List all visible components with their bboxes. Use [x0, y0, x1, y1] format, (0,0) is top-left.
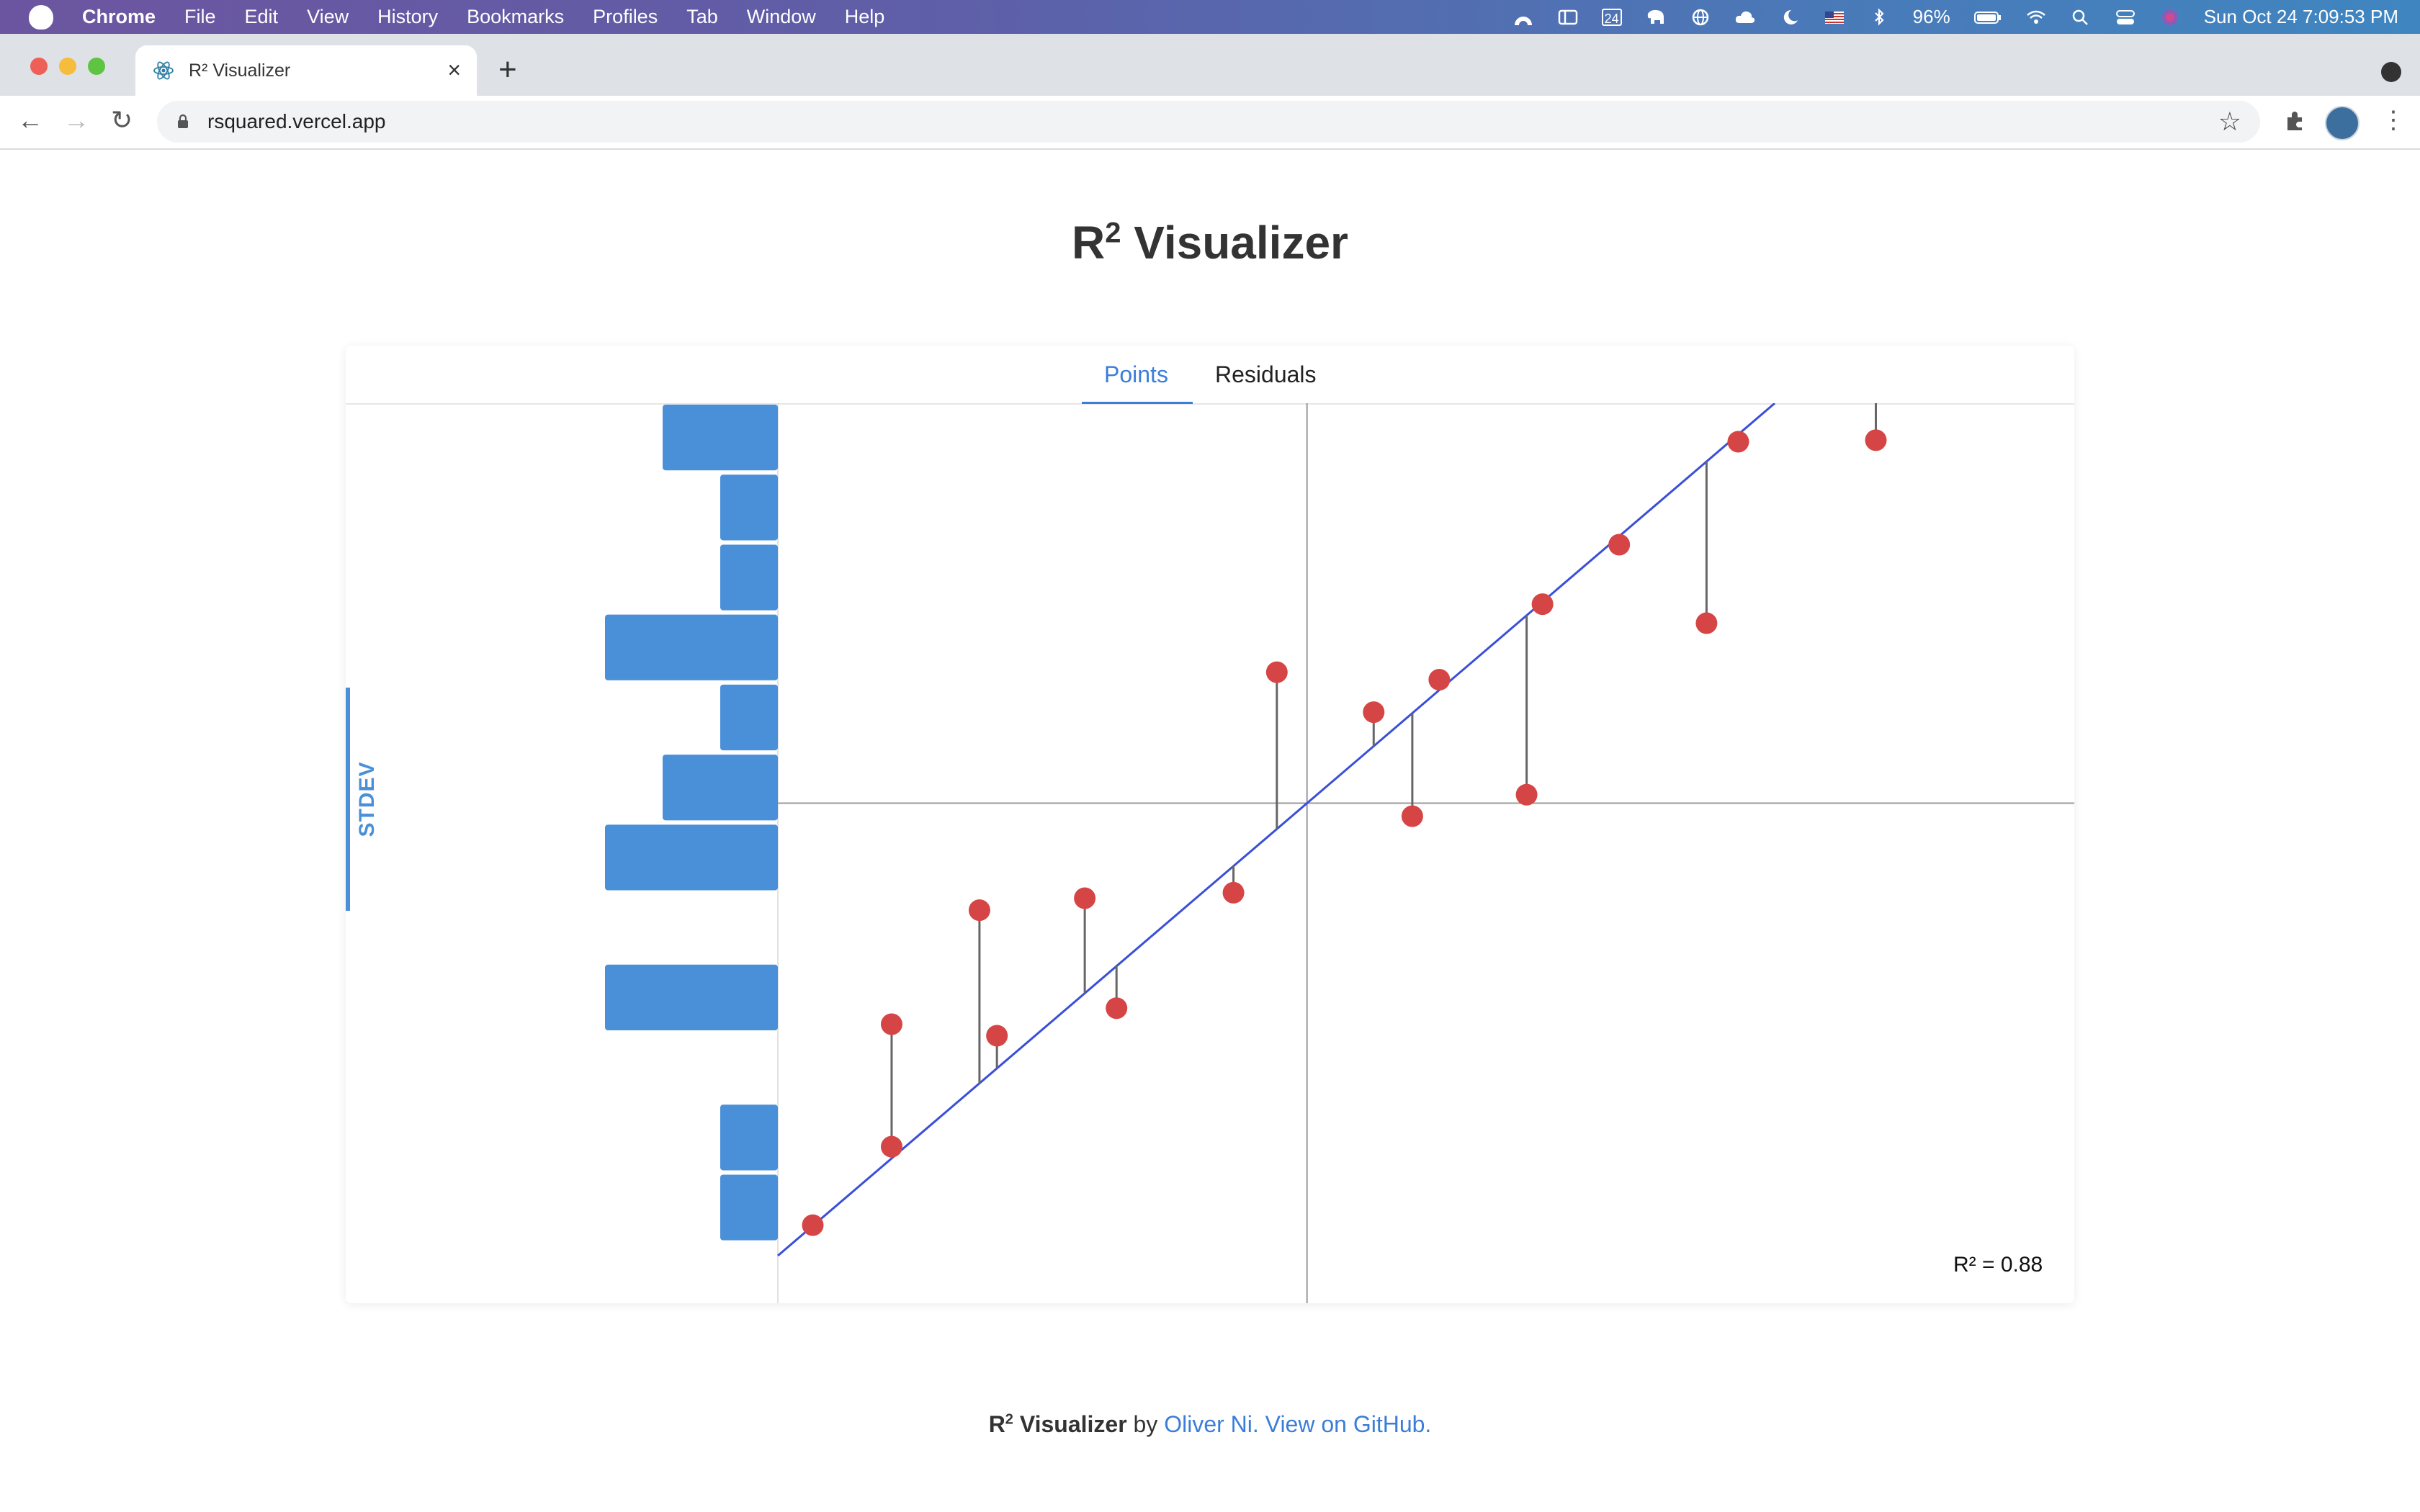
data-point[interactable]	[1363, 701, 1385, 724]
author-link[interactable]: Oliver Ni.	[1164, 1411, 1259, 1437]
visualizer-card: Points Residuals STDEV R² = 0.88	[346, 346, 2074, 1303]
stdev-histogram-bar	[720, 474, 778, 541]
data-point[interactable]	[1222, 881, 1245, 904]
data-point[interactable]	[1695, 612, 1718, 634]
battery-percent: 96%	[1912, 6, 1950, 27]
tab-search-icon[interactable]	[2381, 62, 2401, 82]
reload-icon[interactable]: ↻	[111, 105, 133, 135]
globe-status-icon[interactable]	[1690, 8, 1711, 27]
menu-app-name[interactable]: Chrome	[82, 6, 156, 27]
bluetooth-icon[interactable]	[1868, 7, 1890, 27]
menu-view[interactable]: View	[307, 6, 349, 27]
url-text: rsquared.vercel.app	[207, 110, 386, 132]
browser-toolbar: ← → ↻ rsquared.vercel.app ☆ ⋮	[0, 96, 2420, 150]
window-minimize-button[interactable]	[59, 58, 76, 75]
arc-status-icon[interactable]	[1512, 8, 1534, 27]
stdev-histogram-bar	[720, 684, 778, 751]
calendar-day: 24	[1604, 11, 1619, 26]
menu-edit[interactable]: Edit	[244, 6, 279, 27]
menu-help[interactable]: Help	[844, 6, 885, 27]
lock-icon	[177, 114, 189, 129]
regression-line	[777, 403, 1776, 1257]
chrome-menu-icon[interactable]: ⋮	[2381, 107, 2406, 134]
bookmark-star-icon[interactable]: ☆	[2218, 107, 2241, 136]
elephant-status-icon[interactable]	[1645, 8, 1667, 27]
data-point[interactable]	[880, 1135, 902, 1158]
data-point[interactable]	[1428, 669, 1451, 691]
stdev-histogram-bar	[720, 544, 778, 611]
macos-menu-bar: Chrome File Edit View History Bookmarks …	[0, 0, 2420, 34]
profile-avatar[interactable]	[2325, 106, 2360, 140]
data-point[interactable]	[1608, 534, 1631, 556]
menu-window[interactable]: Window	[746, 6, 816, 27]
data-point[interactable]	[968, 899, 990, 922]
data-point[interactable]	[1531, 593, 1554, 616]
title-r: R	[1072, 217, 1106, 269]
wifi-icon[interactable]	[2025, 8, 2047, 27]
siri-icon[interactable]	[2159, 8, 2181, 27]
menubar-clock[interactable]: Sun Oct 24 7:09:53 PM	[2203, 6, 2398, 27]
extensions-puzzle-icon[interactable]	[2283, 109, 2308, 133]
scatter-plot[interactable]	[346, 403, 2074, 1303]
stdev-histogram-bar	[720, 1104, 778, 1171]
stdev-histogram-bar	[663, 755, 778, 821]
title-sup: 2	[1105, 217, 1121, 249]
stdev-histogram-bar	[605, 614, 778, 680]
browser-tab-active[interactable]: R² Visualizer ×	[135, 45, 477, 96]
apple-menu-icon[interactable]	[29, 4, 53, 30]
control-center-icon[interactable]	[2115, 8, 2136, 27]
back-arrow-icon[interactable]: ←	[17, 105, 43, 135]
menu-bookmarks[interactable]: Bookmarks	[467, 6, 565, 27]
menu-profiles[interactable]: Profiles	[593, 6, 658, 27]
r-squared-value: R² = 0.88	[1953, 1253, 2043, 1277]
react-favicon-icon	[153, 61, 174, 80]
tab-points[interactable]: Points	[1104, 361, 1168, 387]
data-point[interactable]	[880, 1013, 902, 1035]
address-bar[interactable]: rsquared.vercel.app ☆	[157, 101, 2260, 143]
title-rest: Visualizer	[1121, 217, 1348, 269]
battery-icon[interactable]	[1973, 8, 2002, 27]
page-footer: R2 Visualizer by Oliver Ni. View on GitH…	[0, 1411, 2420, 1438]
menu-history[interactable]: History	[377, 6, 439, 27]
stdev-histogram-bar	[663, 405, 778, 471]
tab-title: R² Visualizer	[189, 60, 291, 81]
sidebar-status-icon[interactable]	[1557, 8, 1579, 27]
new-tab-button[interactable]: +	[498, 52, 517, 87]
moon-status-icon[interactable]	[1779, 8, 1801, 27]
data-point[interactable]	[802, 1214, 824, 1236]
view-tabs: Points Residuals	[346, 346, 2074, 405]
data-point[interactable]	[1401, 805, 1423, 827]
stdev-tab-indicator[interactable]	[346, 688, 350, 911]
footer-app-name: R2 Visualizer	[988, 1411, 1127, 1437]
menu-file[interactable]: File	[184, 6, 216, 27]
data-point[interactable]	[1265, 661, 1288, 683]
page-title: R2 Visualizer	[0, 216, 2420, 269]
tab-close-icon[interactable]: ×	[447, 57, 461, 83]
us-flag-icon[interactable]	[1824, 8, 1845, 27]
data-point[interactable]	[1515, 783, 1538, 806]
spotlight-search-icon[interactable]	[2070, 8, 2092, 27]
menu-tab[interactable]: Tab	[686, 6, 718, 27]
forward-arrow-icon[interactable]: →	[63, 105, 89, 135]
stdev-histogram-bar	[605, 964, 778, 1030]
data-point[interactable]	[1106, 997, 1128, 1020]
stdev-histogram-bar	[720, 1174, 778, 1241]
data-point[interactable]	[1727, 431, 1749, 453]
cloud-status-icon[interactable]	[1734, 8, 1756, 27]
data-point[interactable]	[986, 1025, 1008, 1047]
calendar-status-icon[interactable]: 24	[1601, 8, 1622, 26]
window-zoom-button[interactable]	[88, 58, 105, 75]
active-tab-indicator	[1082, 402, 1193, 404]
footer-by: by	[1126, 1411, 1165, 1437]
data-point[interactable]	[1074, 887, 1096, 909]
data-point[interactable]	[1865, 429, 1887, 451]
stdev-histogram-bar	[605, 824, 778, 891]
window-close-button[interactable]	[30, 58, 48, 75]
github-link[interactable]: View on GitHub.	[1258, 1411, 1432, 1437]
tab-residuals[interactable]: Residuals	[1215, 361, 1317, 387]
